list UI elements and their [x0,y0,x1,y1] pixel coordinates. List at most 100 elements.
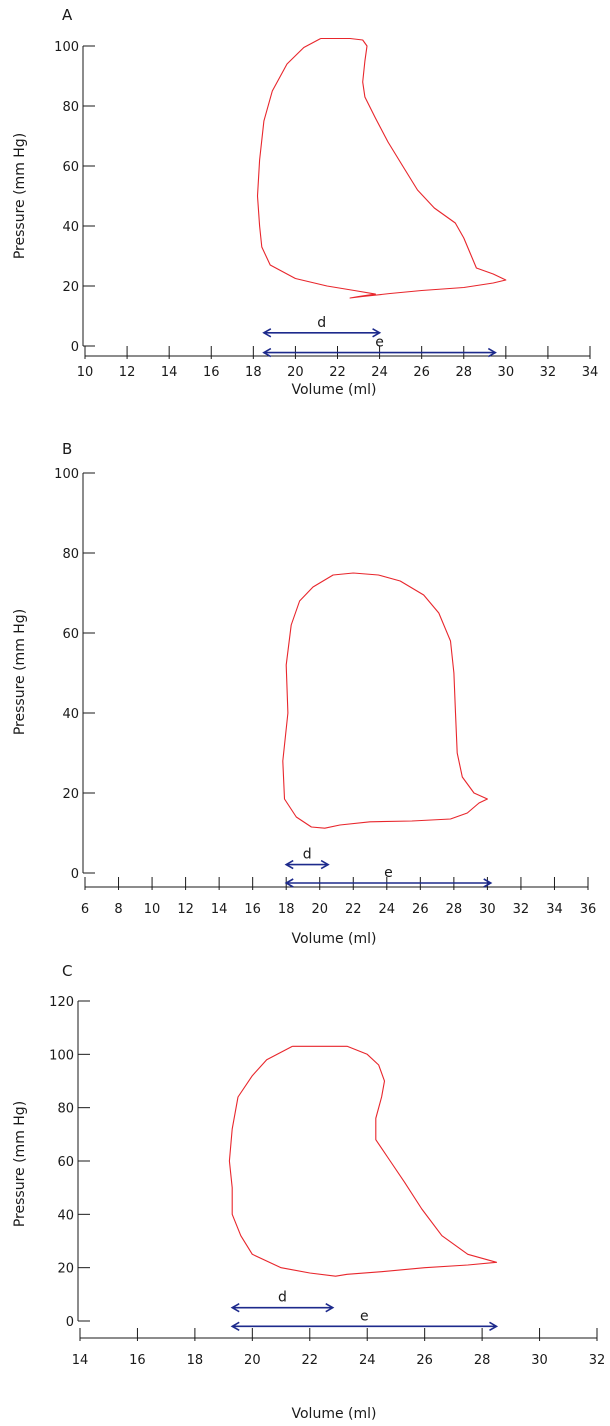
panel-label: C [62,962,72,980]
x-tick-label: 34 [546,902,563,917]
x-tick-label: 16 [244,902,261,917]
y-tick-label: 100 [54,40,79,55]
y-tick-label: 80 [62,547,79,562]
x-axis-label: Volume (ml) [292,1406,377,1422]
y-tick-label: 40 [57,1208,74,1223]
y-axis-label: Pressure (mm Hg) [12,133,28,259]
x-tick-label: 10 [144,902,161,917]
y-axis-label: Pressure (mm Hg) [12,609,28,735]
y-tick-label: 0 [71,867,79,882]
arrow-head-left [284,878,294,888]
panel-c: C Pressure (mm Hg) Volume (ml) 0 20 40 60 80… [12,962,605,1422]
y-tick-label: 100 [49,1048,74,1063]
x-axis-label: Volume (ml) [292,382,377,398]
x-tick-label: 32 [589,1353,606,1368]
arrow-e: e [262,335,497,358]
x-tick-label: 28 [446,902,463,917]
arrow-d: d [262,315,382,338]
arrow-head-right [487,347,497,358]
plot-area: 0 20 40 60 80 100 10 12 14 16 18 20 22 24 26 28 30 32 34 d e [54,37,599,380]
x-tick-label: 14 [161,365,178,380]
arrow-head-right [489,1321,499,1332]
x-tick-label: 14 [211,902,228,917]
pv-loop-line [282,572,488,829]
y-tick-label: 0 [66,1315,74,1330]
x-tick-label: 26 [416,1353,433,1368]
x-tick-label: 28 [474,1353,491,1368]
x-tick-label: 24 [371,365,388,380]
x-tick-label: 22 [345,902,362,917]
x-tick-label: 30 [498,365,515,380]
y-tick-label: 40 [62,220,79,235]
x-tick-label: 12 [119,365,136,380]
x-tick-label: 34 [582,365,599,380]
plot-area: 0 20 40 60 80 100 6 8 10 12 14 16 18 20 22 24 26 28 30 32 34… [54,467,596,917]
y-tick-label: 80 [62,100,79,115]
pv-loop-line [228,1045,498,1277]
arrow-head-left [230,1321,240,1332]
arrow-label: e [384,865,393,881]
x-tick-label: 26 [412,902,429,917]
x-tick-label: 24 [379,902,396,917]
y-tick-label: 0 [71,340,79,355]
x-tick-label: 14 [72,1353,89,1368]
panel-a: A Pressure (mm Hg) Volume (ml) 0 20 40 60 80… [12,6,598,398]
arrow-head-right [483,878,493,888]
x-tick-label: 16 [129,1353,146,1368]
arrow-head-left [262,328,272,338]
arrow-label: e [360,1308,369,1324]
x-tick-label: 24 [359,1353,376,1368]
y-tick-label: 60 [62,627,79,642]
x-tick-label: 8 [114,902,122,917]
x-tick-label: 32 [513,902,530,917]
arrow-head-right [372,328,382,338]
arrow-label: e [375,335,384,351]
x-tick-label: 36 [580,902,597,917]
y-tick-label: 60 [62,160,79,175]
x-tick-label: 18 [187,1353,204,1368]
x-tick-label: 22 [329,365,346,380]
arrow-head-left [230,1302,240,1313]
panel-label: A [62,6,73,24]
arrow-e: e [230,1308,499,1332]
arrow-head-right [325,1302,335,1313]
y-tick-label: 120 [49,995,74,1010]
x-axis-label: Volume (ml) [292,931,377,947]
arrow-head-left [262,347,272,358]
plot-area: 0 20 40 60 80 100 120 14 16 18 20 22 24 26 28 30 32 d e [49,995,605,1368]
x-tick-label: 16 [203,365,220,380]
y-tick-label: 40 [62,707,79,722]
arrow-d: d [284,847,330,870]
x-tick-label: 26 [413,365,430,380]
x-tick-label: 30 [531,1353,548,1368]
x-tick-label: 22 [302,1353,319,1368]
panel-label: B [62,440,72,458]
arrow-d: d [230,1290,335,1313]
arrow-label: d [317,315,326,331]
y-tick-label: 100 [54,467,79,482]
arrow-e: e [284,865,493,888]
arrow-head-right [320,859,330,870]
x-tick-label: 32 [540,365,557,380]
x-tick-label: 6 [81,902,89,917]
x-tick-label: 18 [245,365,262,380]
x-tick-label: 20 [311,902,328,917]
pv-loop-line [256,37,507,299]
y-tick-label: 20 [62,787,79,802]
y-tick-label: 80 [57,1102,74,1117]
x-tick-label: 20 [287,365,304,380]
arrow-label: d [303,847,312,863]
x-tick-label: 28 [455,365,472,380]
x-tick-label: 20 [244,1353,261,1368]
panel-b: B Pressure (mm Hg) Volume (ml) 0 20 40 60 80… [12,440,596,947]
x-tick-label: 18 [278,902,295,917]
x-tick-label: 30 [479,902,496,917]
x-tick-label: 10 [77,365,94,380]
y-tick-label: 20 [57,1262,74,1277]
y-axis-label: Pressure (mm Hg) [12,1101,28,1227]
arrow-label: d [278,1290,287,1306]
y-tick-label: 20 [62,280,79,295]
x-tick-label: 12 [177,902,194,917]
arrow-head-left [284,859,294,870]
